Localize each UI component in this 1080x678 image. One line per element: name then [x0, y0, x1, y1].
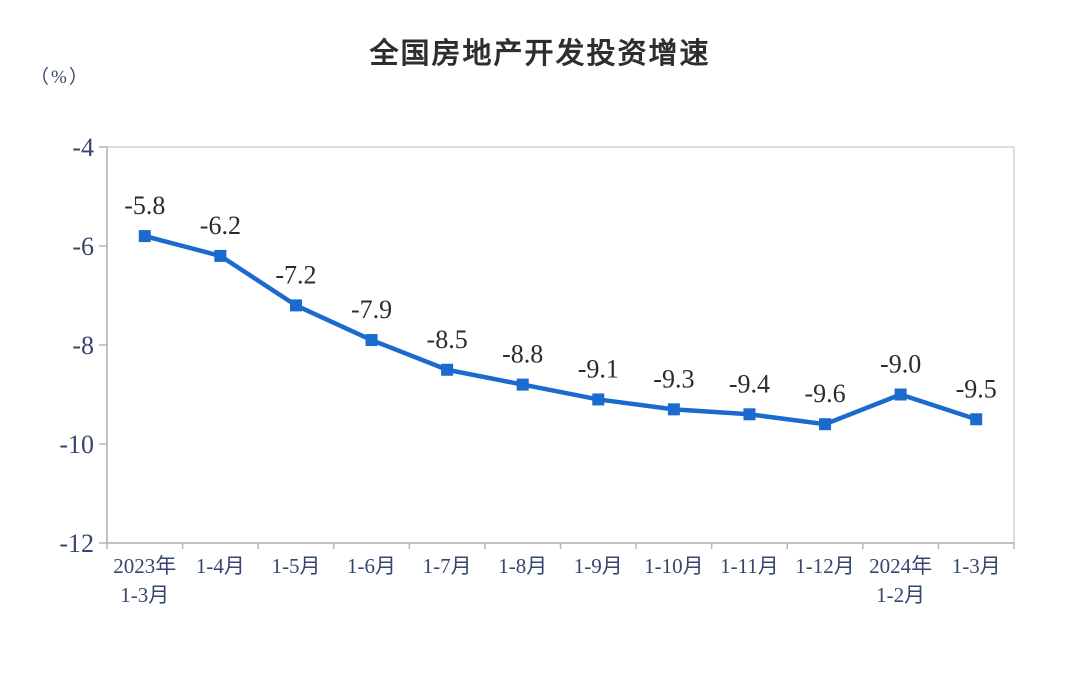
data-point-marker: [516, 378, 529, 391]
data-label: -7.9: [351, 295, 392, 324]
data-label: -9.6: [804, 379, 845, 408]
series-line: [142, 233, 979, 427]
x-tick-label: 1-3月: [120, 583, 169, 607]
x-tick-label: 1-11月: [720, 554, 779, 578]
data-point-marker: [667, 403, 680, 416]
y-tick-label: -10: [59, 430, 94, 459]
x-tick-label: 1-12月: [795, 554, 855, 578]
y-tick-label: -4: [72, 133, 94, 162]
data-point-marker: [970, 413, 983, 426]
data-point-marker: [214, 249, 227, 262]
x-tick-label: 1-4月: [196, 554, 245, 578]
data-point-marker: [289, 299, 302, 312]
chart-title: 全国房地产开发投资增速: [369, 38, 711, 70]
y-tick-label: -12: [59, 529, 94, 558]
x-tick-label: 1-8月: [498, 554, 547, 578]
data-label: -9.0: [880, 350, 921, 379]
data-point-marker: [819, 418, 832, 431]
plot-border: [106, 146, 1015, 544]
data-label: -8.5: [427, 325, 468, 354]
data-label: -8.8: [502, 340, 543, 369]
x-tick-label: 1-6月: [347, 554, 396, 578]
x-tick-label: 1-9月: [574, 554, 623, 578]
x-tick-label: 1-10月: [644, 554, 704, 578]
data-point-marker: [365, 334, 378, 347]
data-label: -5.8: [124, 191, 165, 220]
data-point-marker: [441, 363, 454, 376]
data-point-marker: [743, 408, 756, 421]
x-tick-label: 1-5月: [271, 554, 320, 578]
data-label: -6.2: [200, 211, 241, 240]
data-point-marker: [592, 393, 605, 406]
data-point-marker: [138, 230, 151, 243]
data-label: -9.3: [653, 364, 694, 393]
x-tick-label: 1-7月: [423, 554, 472, 578]
x-tick-label: 1-2月: [876, 583, 925, 607]
x-tick-label: 2024年: [869, 554, 932, 578]
y-axis-unit-label: （%）: [30, 67, 90, 88]
x-tick-label: 1-3月: [952, 554, 1001, 578]
y-tick-label: -6: [72, 232, 94, 261]
data-label: -7.2: [275, 260, 316, 289]
x-tick-label: 2023年: [113, 554, 176, 578]
data-point-marker: [894, 388, 907, 401]
data-label: -9.1: [578, 354, 619, 383]
data-label: -9.4: [729, 369, 770, 398]
data-label: -9.5: [956, 374, 997, 403]
y-tick-label: -8: [72, 331, 94, 360]
